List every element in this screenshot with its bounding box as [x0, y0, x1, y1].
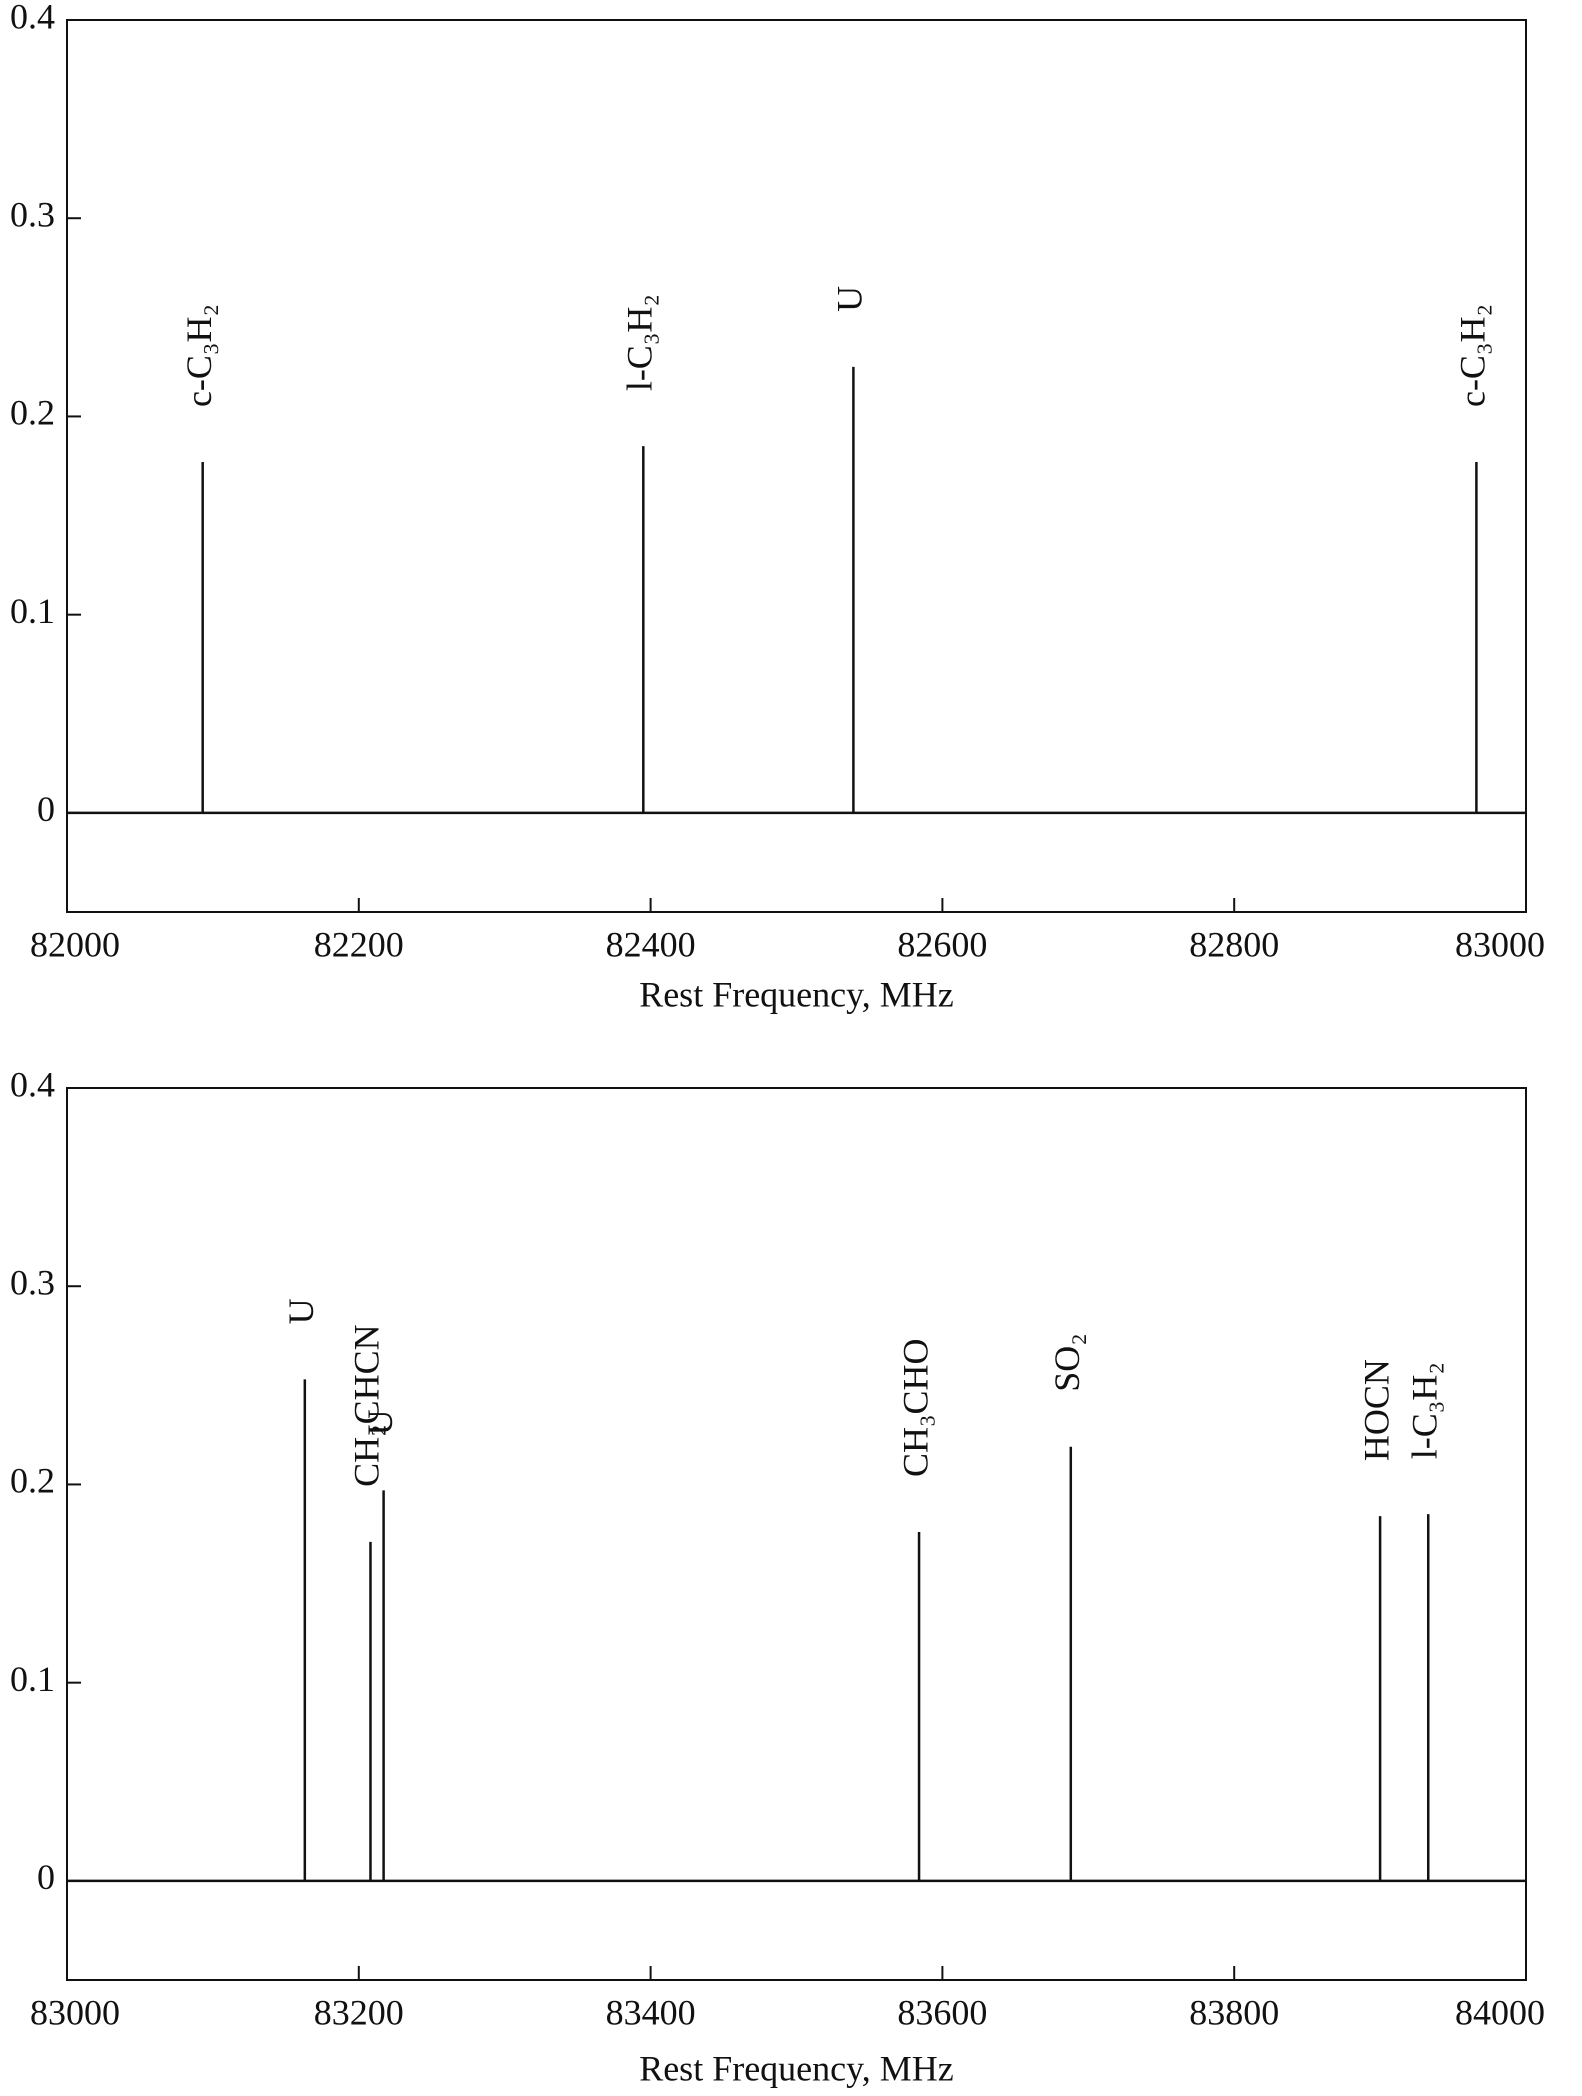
- y-tick-label: 0: [37, 789, 55, 829]
- y-tick-label: 0.1: [10, 1659, 55, 1699]
- y-tick-label: 0.3: [10, 1262, 55, 1302]
- x-tick-label: 84000: [1455, 1992, 1545, 2032]
- y-tick-label: 0.4: [10, 1064, 55, 1104]
- line-label: l-C₃H₂: [620, 294, 660, 391]
- y-tick-label: 0.2: [10, 393, 55, 433]
- line-label: c-C₃H₂: [179, 304, 219, 407]
- x-axis-label: Rest Frequency, MHz: [639, 2048, 954, 2088]
- x-tick-label: 82600: [897, 924, 987, 964]
- line-label: U: [281, 1298, 321, 1324]
- y-tick-label: 0.1: [10, 591, 55, 631]
- line-label: CH₂CHCN: [347, 1324, 387, 1487]
- x-tick-label: 83600: [897, 1992, 987, 2032]
- y-tick-label: 0: [37, 1857, 55, 1897]
- x-tick-label: 82800: [1189, 924, 1279, 964]
- line-label: U: [360, 1409, 400, 1435]
- x-tick-label: 83400: [606, 1992, 696, 2032]
- line-label: HOCN: [1356, 1359, 1396, 1461]
- x-tick-label: 82400: [606, 924, 696, 964]
- y-tick-label: 0.4: [10, 0, 55, 36]
- line-label: c-C₃H₂: [1453, 304, 1493, 407]
- line-label: U: [830, 286, 870, 312]
- y-tick-label: 0.3: [10, 194, 55, 234]
- x-tick-label: 83800: [1189, 1992, 1279, 2032]
- line-label: SO₂: [1047, 1333, 1087, 1392]
- x-tick-label: 82200: [314, 924, 404, 964]
- line-label: l-C₃H₂: [1405, 1362, 1445, 1459]
- plot-frame: [66, 19, 1527, 913]
- line-label: CH₃CHO: [895, 1338, 935, 1477]
- y-tick-label: 0.2: [10, 1461, 55, 1501]
- x-tick-label: 82000: [30, 924, 120, 964]
- x-tick-label: 83000: [1455, 924, 1545, 964]
- x-tick-label: 83000: [30, 1992, 120, 2032]
- x-tick-label: 83200: [314, 1992, 404, 2032]
- x-axis-label: Rest Frequency, MHz: [639, 974, 954, 1014]
- plot-frame: [66, 1087, 1527, 1981]
